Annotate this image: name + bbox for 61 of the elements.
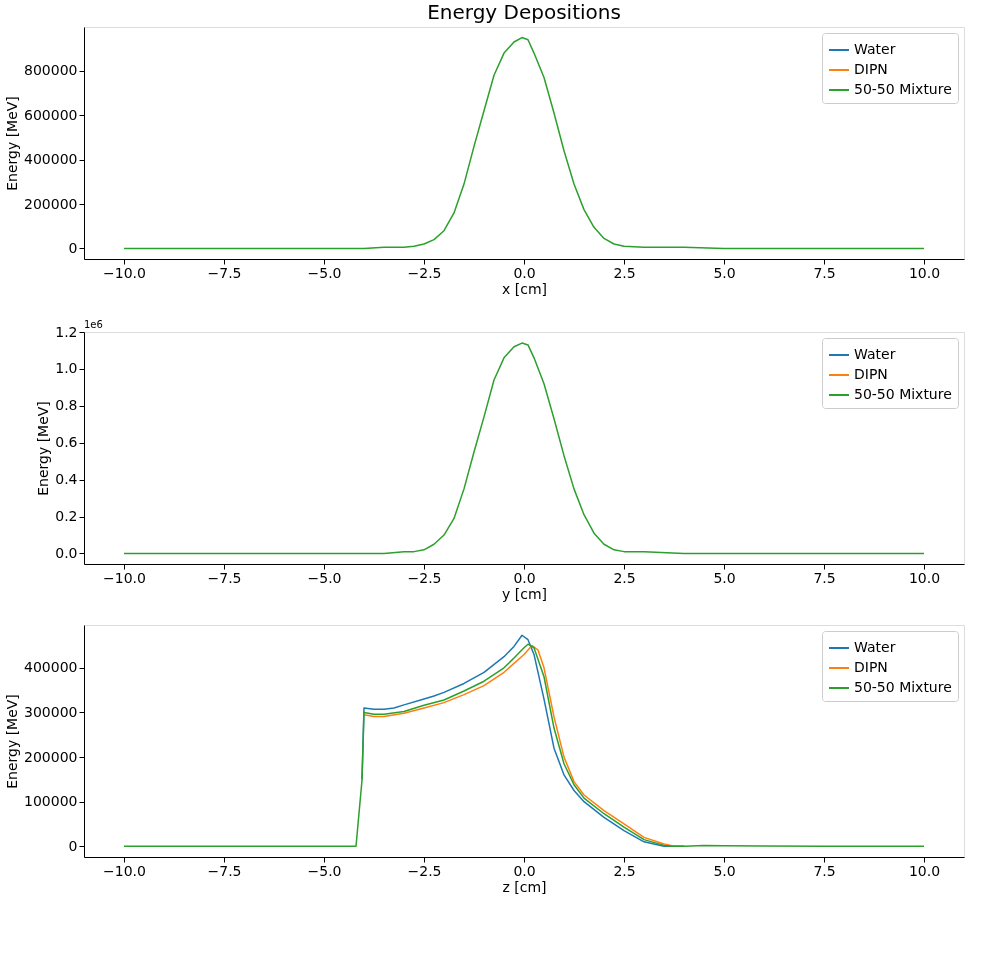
x-tick-label: −7.5 [207, 862, 242, 879]
y-tick-label: 0.0 [55, 544, 78, 561]
x-tick-label: −7.5 [207, 569, 242, 586]
y-tick-label: 0.6 [55, 434, 78, 451]
y-tick-label: 0.2 [55, 508, 78, 525]
y-tick-label: 300000 [24, 703, 78, 720]
x-tick-label: 0.0 [513, 862, 536, 879]
y-tick-label: 100000 [24, 793, 78, 810]
x-tick-label: −2.5 [407, 264, 442, 281]
x-tick-label: 0.0 [513, 569, 536, 586]
x-tick-label: 5.0 [713, 862, 736, 879]
x-tick-label: 0.0 [513, 264, 536, 281]
legend-label: 50-50 Mixture [854, 81, 952, 97]
y-tick-label: 400000 [24, 151, 78, 168]
legend-label: Water [854, 639, 896, 655]
x-tick-label: −10.0 [103, 862, 146, 879]
x-tick-label: −5.0 [307, 264, 342, 281]
legend-label: Water [854, 41, 896, 57]
x-tick-label: 5.0 [713, 569, 736, 586]
x-tick-label: −5.0 [307, 862, 342, 879]
legend-label: DIPN [854, 61, 888, 77]
x-tick-label: −5.0 [307, 569, 342, 586]
y-tick-label: 0.8 [55, 397, 78, 414]
y-tick-label: 600000 [24, 106, 78, 123]
x-tick-label: 2.5 [613, 862, 636, 879]
x-tick-label: 7.5 [813, 264, 836, 281]
x-tick-label: 10.0 [908, 264, 941, 281]
y-tick-label: 200000 [24, 748, 78, 765]
x-tick-label: 7.5 [813, 569, 836, 586]
y-axis-title: Energy [MeV] [35, 401, 52, 496]
x-tick-label: −2.5 [407, 862, 442, 879]
x-tick-label: −10.0 [103, 264, 146, 281]
y-axis-title: Energy [MeV] [4, 694, 21, 789]
y-tick-label: 1.2 [55, 323, 78, 340]
legend-label: DIPN [854, 366, 888, 382]
x-tick-label: −2.5 [407, 569, 442, 586]
y-tick-label: 1.0 [55, 360, 78, 377]
chart-title: Energy Depositions [427, 0, 621, 24]
x-axis-title: x [cm] [502, 280, 547, 297]
x-axis-title: z [cm] [502, 878, 547, 895]
legend-label: Water [854, 346, 896, 362]
x-tick-label: 5.0 [713, 264, 736, 281]
y-axis-title: Energy [MeV] [4, 96, 21, 191]
x-tick-label: 10.0 [908, 862, 941, 879]
x-axis-title: y [cm] [502, 585, 547, 602]
x-tick-label: 2.5 [613, 569, 636, 586]
text: 1e6 [84, 319, 103, 330]
x-tick-label: 10.0 [908, 569, 941, 586]
legend-label: 50-50 Mixture [854, 679, 952, 695]
legend-label: DIPN [854, 659, 888, 675]
y-tick-label: 0.4 [55, 471, 78, 488]
y-tick-label: 0 [68, 239, 78, 256]
x-tick-label: 7.5 [813, 862, 836, 879]
legend-label: 50-50 Mixture [854, 386, 952, 402]
x-tick-label: −7.5 [207, 264, 242, 281]
y-tick-label: 0 [68, 837, 78, 854]
x-tick-label: −10.0 [103, 569, 146, 586]
y-tick-label: 200000 [24, 195, 78, 212]
x-tick-label: 2.5 [613, 264, 636, 281]
y-tick-label: 400000 [24, 659, 78, 676]
y-tick-label: 800000 [24, 62, 78, 79]
